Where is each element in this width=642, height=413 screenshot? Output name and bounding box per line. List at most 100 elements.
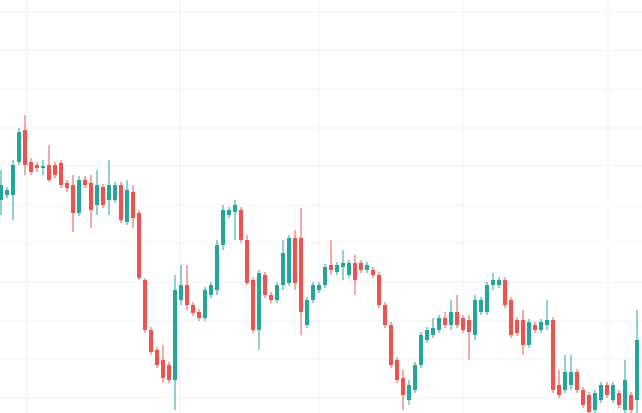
candle-body (593, 393, 597, 410)
candle-body (629, 395, 633, 410)
candle-body (485, 285, 489, 312)
candle-body (131, 192, 135, 218)
candle-body (323, 267, 327, 285)
candle-body (431, 328, 435, 335)
candle-body (65, 183, 69, 188)
candle-body (587, 395, 591, 412)
candle-body (533, 325, 537, 330)
candle-body (437, 318, 441, 330)
candle-body (575, 372, 579, 390)
candle-body (17, 132, 21, 162)
candle-body (317, 285, 321, 290)
candle-body (539, 322, 543, 330)
candle-body (77, 180, 81, 213)
candle-body (269, 295, 273, 300)
candle-body (197, 312, 201, 318)
candle-body (89, 183, 93, 210)
candle-body (329, 265, 333, 270)
candle-body (611, 385, 615, 400)
candle-body (287, 238, 291, 283)
candle-body (137, 213, 141, 278)
candle-body (29, 162, 33, 172)
candle-body (335, 265, 339, 272)
candle-body (371, 270, 375, 275)
candle-body (389, 325, 393, 365)
candle-body (407, 385, 411, 400)
candle-body (215, 245, 219, 290)
candle-body (275, 285, 279, 300)
candle-body (185, 285, 189, 305)
candle-body (521, 320, 525, 345)
candle-body (449, 312, 453, 325)
candle-body (281, 253, 285, 285)
candle-body (155, 350, 159, 365)
candle-body (305, 300, 309, 325)
vertical-grid (26, 0, 609, 413)
candle-body (221, 210, 225, 245)
candle-body (383, 305, 387, 325)
candle-body (119, 185, 123, 220)
candle-body (125, 190, 129, 222)
candle-body (557, 385, 561, 395)
candle-body (377, 275, 381, 305)
candle-body (395, 360, 399, 380)
candle-body (347, 263, 351, 275)
candle-body (113, 185, 117, 200)
candle-body (467, 320, 471, 332)
candle-body (239, 210, 243, 240)
candle-body (509, 300, 513, 335)
candle-body (203, 290, 207, 318)
candle-body (341, 263, 345, 267)
candle-body (419, 335, 423, 365)
candle-body (311, 285, 315, 300)
candle-body (413, 365, 417, 390)
candle-body (167, 365, 171, 380)
candle-body (497, 280, 501, 285)
candle-body (401, 378, 405, 395)
candle-body (59, 163, 63, 185)
candle-body (605, 385, 609, 395)
candle-body (443, 318, 447, 325)
candle-body (23, 130, 27, 165)
candle-body (11, 165, 15, 195)
candle-body (107, 185, 111, 200)
candle-body (53, 165, 57, 175)
candle-body (359, 263, 363, 270)
candle-body (479, 300, 483, 312)
candle-body (635, 340, 639, 400)
candle-body (569, 372, 573, 385)
candle-body (545, 320, 549, 325)
candle-body (191, 305, 195, 313)
candle-body (455, 312, 459, 325)
candle-body (143, 280, 147, 330)
candle-body (473, 300, 477, 335)
candle-body (47, 165, 51, 180)
candle-body (461, 318, 465, 330)
candle-body (233, 205, 237, 212)
candle-body (599, 385, 603, 400)
candle-body (5, 190, 9, 195)
candle-body (95, 185, 99, 205)
candle-body (293, 238, 297, 283)
candle-body (581, 390, 585, 405)
candle-body (227, 210, 231, 215)
candle-body (35, 165, 39, 168)
candle-body (101, 187, 105, 205)
candle-body (425, 330, 429, 340)
candle-body (515, 320, 519, 333)
candle-body (257, 273, 261, 330)
candle-body (623, 380, 627, 410)
candle-body (353, 263, 357, 280)
candle-body (551, 320, 555, 390)
candle-body (617, 393, 621, 405)
candle-body (503, 280, 507, 305)
candle-body (527, 322, 531, 345)
candle-body (179, 285, 183, 300)
candle-body (209, 285, 213, 295)
candle-body (563, 372, 567, 390)
candle-body (365, 265, 369, 270)
candle-body (83, 180, 87, 185)
candle-body (263, 275, 267, 295)
candle-body (491, 280, 495, 285)
